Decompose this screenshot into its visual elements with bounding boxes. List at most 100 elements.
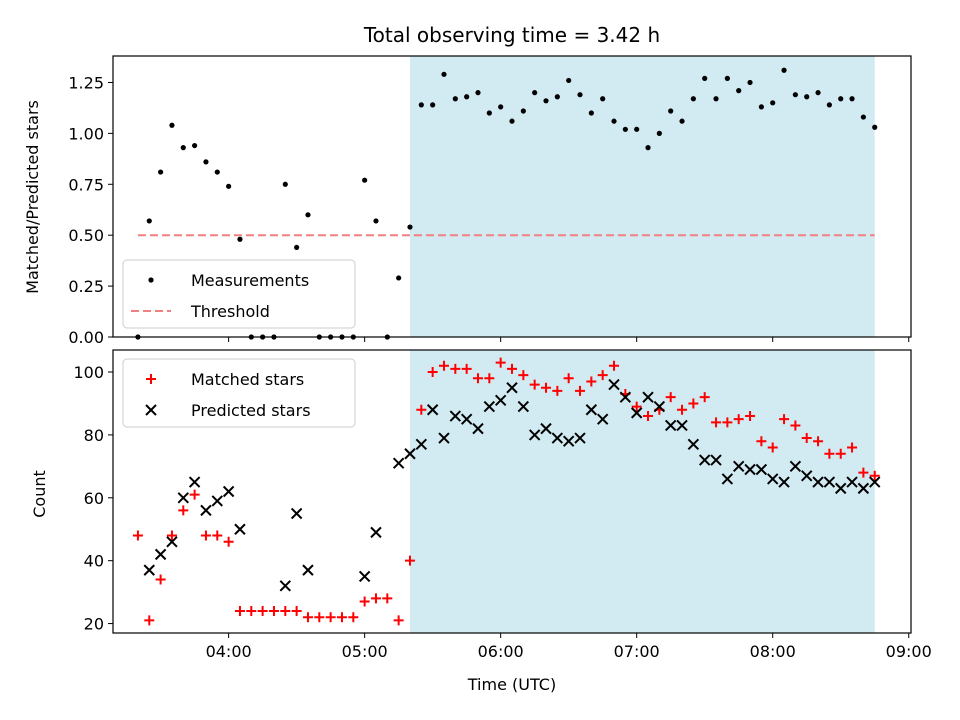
data-point bbox=[200, 530, 211, 541]
data-point bbox=[268, 605, 279, 616]
data-point bbox=[552, 385, 563, 396]
data-point bbox=[634, 126, 640, 132]
data-point bbox=[562, 435, 575, 447]
x-tick-label: 06:00 bbox=[478, 642, 524, 661]
x-tick-label: 07:00 bbox=[614, 642, 660, 661]
data-point bbox=[596, 413, 609, 425]
data-point bbox=[370, 526, 382, 539]
data-point bbox=[348, 612, 359, 623]
legend-dot-marker bbox=[148, 277, 154, 283]
data-point bbox=[543, 98, 549, 104]
data-point bbox=[792, 92, 798, 98]
data-point bbox=[532, 90, 538, 96]
data-point bbox=[200, 504, 212, 517]
data-point bbox=[506, 382, 518, 394]
data-point bbox=[472, 422, 484, 435]
data-point bbox=[541, 382, 552, 393]
data-point bbox=[214, 169, 220, 175]
data-point bbox=[132, 530, 143, 541]
data-point bbox=[155, 574, 166, 585]
data-point bbox=[826, 102, 832, 108]
data-point bbox=[180, 145, 186, 151]
data-point bbox=[664, 419, 677, 432]
data-point bbox=[575, 385, 586, 396]
y-tick-label: 1.00 bbox=[68, 124, 104, 143]
data-point bbox=[302, 564, 314, 576]
data-point bbox=[642, 391, 654, 403]
data-point bbox=[486, 110, 492, 116]
data-point bbox=[758, 104, 764, 110]
data-point bbox=[645, 145, 651, 151]
data-point bbox=[778, 476, 790, 488]
data-point bbox=[396, 275, 402, 281]
legend-label: Predicted stars bbox=[191, 401, 311, 420]
data-point bbox=[370, 593, 381, 604]
data-point bbox=[540, 422, 552, 435]
data-point bbox=[279, 580, 292, 592]
data-point bbox=[154, 548, 167, 561]
data-point bbox=[158, 169, 164, 175]
data-point bbox=[690, 96, 696, 102]
data-point bbox=[585, 404, 598, 416]
data-point bbox=[779, 414, 790, 425]
data-point bbox=[823, 476, 836, 488]
data-point bbox=[835, 448, 846, 459]
data-point bbox=[302, 612, 313, 623]
data-point bbox=[577, 92, 583, 98]
data-point bbox=[566, 77, 572, 84]
data-point bbox=[392, 457, 405, 469]
data-point bbox=[358, 570, 371, 583]
data-point bbox=[438, 432, 450, 444]
data-point bbox=[280, 605, 291, 616]
data-point bbox=[407, 224, 413, 230]
data-point bbox=[677, 404, 688, 415]
data-point bbox=[234, 605, 245, 616]
data-point bbox=[813, 436, 824, 447]
data-point bbox=[305, 212, 311, 218]
x-tick-label: 08:00 bbox=[750, 642, 796, 661]
data-point bbox=[449, 410, 462, 422]
data-point bbox=[529, 379, 540, 390]
data-point bbox=[857, 482, 870, 495]
data-point bbox=[520, 108, 526, 114]
data-point bbox=[475, 90, 481, 96]
data-point bbox=[393, 615, 404, 626]
data-point bbox=[464, 94, 470, 100]
data-point bbox=[551, 432, 564, 444]
data-point bbox=[586, 376, 597, 387]
y-tick-label: 0.75 bbox=[68, 175, 104, 194]
legend-x-marker bbox=[145, 404, 157, 416]
data-point bbox=[710, 454, 722, 466]
data-point bbox=[722, 417, 733, 428]
data-point bbox=[676, 419, 688, 432]
data-point bbox=[404, 448, 416, 460]
data-point bbox=[517, 400, 530, 413]
data-point bbox=[724, 75, 730, 81]
data-point bbox=[643, 411, 654, 422]
data-point bbox=[563, 373, 574, 384]
data-point bbox=[325, 612, 336, 623]
data-point bbox=[177, 492, 189, 504]
data-point bbox=[169, 122, 175, 128]
data-point bbox=[698, 454, 711, 466]
legend-label: Threshold bbox=[190, 302, 270, 321]
data-point bbox=[824, 448, 835, 459]
data-point bbox=[687, 438, 700, 451]
data-point bbox=[212, 530, 223, 541]
data-point bbox=[188, 476, 201, 488]
data-point bbox=[507, 363, 517, 374]
data-point bbox=[858, 467, 869, 478]
data-point bbox=[166, 530, 177, 541]
data-point bbox=[656, 130, 662, 136]
data-point bbox=[608, 378, 620, 391]
data-point bbox=[461, 363, 472, 374]
data-point bbox=[498, 104, 504, 110]
plot-frame bbox=[112, 349, 912, 634]
data-point bbox=[733, 414, 744, 425]
data-point bbox=[282, 181, 288, 187]
data-point bbox=[143, 564, 155, 576]
data-point bbox=[426, 404, 439, 416]
data-point bbox=[189, 489, 200, 500]
legend-box bbox=[122, 259, 356, 329]
